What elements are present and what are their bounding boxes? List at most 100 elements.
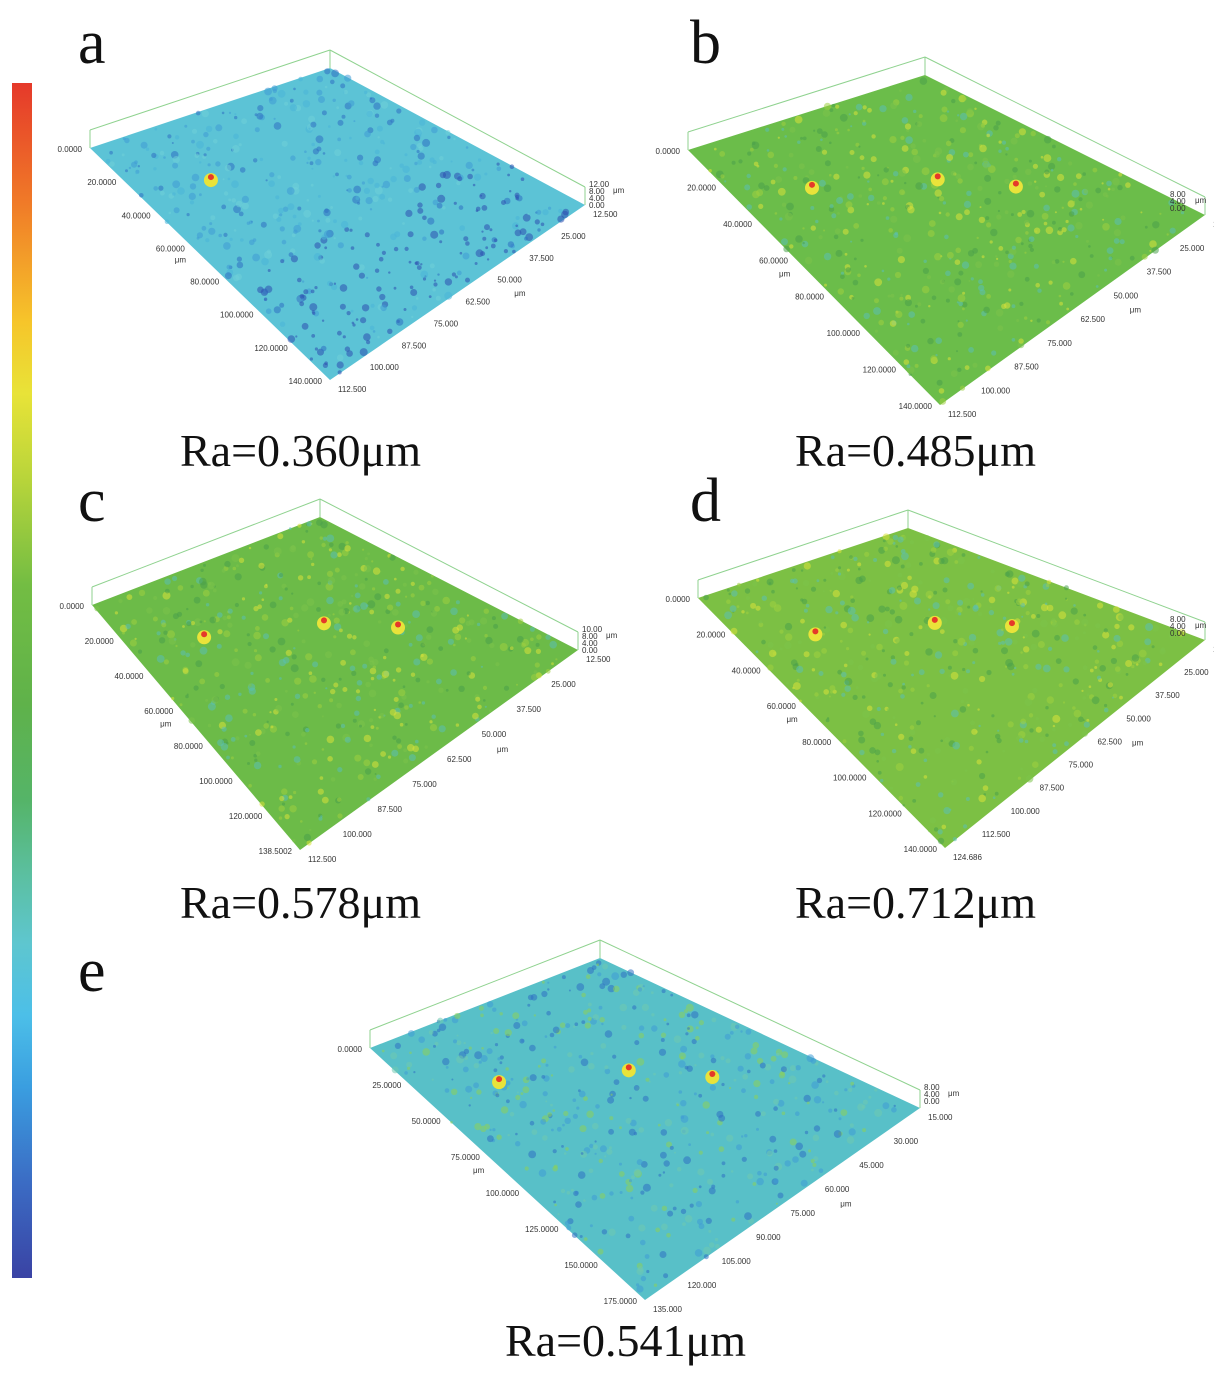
surface-texture bbox=[773, 1165, 779, 1171]
surface-texture bbox=[266, 720, 269, 723]
panel-letter: a bbox=[78, 9, 106, 77]
surface-texture bbox=[773, 1149, 778, 1153]
surface-texture bbox=[962, 667, 966, 672]
surface-texture bbox=[529, 1074, 537, 1082]
surface-texture bbox=[958, 270, 964, 276]
surface-texture bbox=[285, 649, 292, 657]
surface-texture bbox=[874, 278, 883, 287]
surface-texture bbox=[599, 1017, 605, 1023]
surface-texture bbox=[397, 744, 402, 749]
surface-texture bbox=[265, 308, 272, 315]
surface-texture bbox=[515, 1132, 518, 1136]
surface-texture bbox=[509, 164, 515, 169]
surface-texture bbox=[303, 833, 311, 842]
surface-texture bbox=[553, 1200, 556, 1204]
surface-texture bbox=[182, 625, 185, 628]
surface-texture bbox=[241, 118, 248, 125]
surface-texture bbox=[1057, 173, 1065, 182]
surface-texture bbox=[420, 653, 424, 658]
surface-texture bbox=[519, 228, 527, 236]
surface-texture bbox=[557, 215, 565, 223]
surface-texture bbox=[447, 638, 454, 645]
surface-texture bbox=[936, 379, 943, 386]
surface-texture bbox=[1043, 154, 1052, 163]
surface-texture bbox=[414, 128, 422, 137]
surface-texture bbox=[415, 297, 419, 300]
surface-texture bbox=[894, 231, 899, 236]
surface-texture bbox=[810, 225, 816, 231]
surface-texture bbox=[536, 634, 542, 640]
surface-texture bbox=[366, 276, 369, 279]
surface-texture bbox=[577, 1171, 586, 1179]
surface-texture bbox=[483, 608, 489, 614]
surface-texture bbox=[765, 127, 770, 132]
surface-texture bbox=[350, 309, 354, 313]
surface-texture bbox=[1035, 282, 1040, 288]
surface-texture bbox=[840, 274, 845, 280]
surface-texture bbox=[369, 667, 377, 675]
surface-texture bbox=[515, 1094, 521, 1101]
y-tick-label: 100.000 bbox=[981, 386, 1010, 395]
surface-texture bbox=[893, 1104, 896, 1108]
surface-texture bbox=[334, 149, 342, 157]
surface-texture bbox=[193, 596, 201, 604]
y-tick-label: 25.000 bbox=[561, 232, 586, 241]
surface-texture bbox=[962, 307, 965, 311]
surface-texture bbox=[337, 813, 343, 819]
surface-texture bbox=[534, 219, 540, 225]
surface-texture bbox=[168, 211, 172, 215]
surface-texture bbox=[153, 186, 158, 191]
surface-texture bbox=[493, 1028, 500, 1034]
surface-texture bbox=[376, 125, 383, 132]
surface-texture bbox=[995, 120, 1001, 126]
surface-texture bbox=[770, 1055, 777, 1062]
surface-texture bbox=[417, 152, 425, 160]
surface-texture bbox=[355, 689, 361, 694]
surface-texture bbox=[205, 698, 209, 702]
surface-texture bbox=[612, 1054, 617, 1059]
surface-texture bbox=[984, 174, 992, 182]
surface-texture bbox=[1144, 225, 1148, 229]
surface-texture bbox=[428, 295, 432, 298]
surface-texture bbox=[450, 1121, 453, 1124]
surface-texture bbox=[288, 795, 293, 799]
surface-texture bbox=[444, 291, 453, 300]
surface-texture bbox=[781, 1111, 786, 1116]
surface-texture bbox=[580, 1058, 589, 1067]
y-tick-label: 135.000 bbox=[653, 1305, 682, 1314]
surface-texture bbox=[188, 192, 196, 200]
surface-texture bbox=[1016, 319, 1020, 322]
surface-texture bbox=[393, 286, 397, 290]
surface-texture bbox=[527, 1003, 531, 1007]
surface-texture bbox=[476, 1089, 482, 1095]
surface-texture bbox=[430, 610, 438, 617]
surface-texture bbox=[367, 177, 374, 185]
surface-texture bbox=[314, 347, 318, 351]
surface-texture bbox=[456, 1055, 465, 1064]
surface-texture bbox=[847, 193, 854, 200]
surface-texture bbox=[454, 1012, 461, 1020]
surface-texture bbox=[450, 160, 453, 163]
surface-texture bbox=[199, 577, 207, 586]
surface-texture bbox=[959, 112, 968, 121]
y-tick-label: 37.500 bbox=[517, 705, 542, 714]
surface-texture bbox=[586, 1110, 594, 1118]
surface-texture bbox=[788, 152, 794, 158]
surface-texture bbox=[963, 151, 969, 158]
surface-texture bbox=[676, 1103, 680, 1107]
surface-texture bbox=[535, 642, 540, 647]
x-tick-label: 100.0000 bbox=[220, 311, 254, 320]
surface-texture bbox=[422, 277, 427, 281]
surface-texture bbox=[480, 665, 483, 668]
surface-texture bbox=[669, 1145, 674, 1150]
surface-texture bbox=[786, 202, 794, 211]
surface-texture bbox=[752, 190, 760, 199]
surface-texture bbox=[309, 161, 314, 166]
surface-texture bbox=[261, 614, 269, 621]
surface-texture bbox=[1054, 259, 1060, 264]
surface-texture bbox=[278, 207, 284, 214]
surface-texture bbox=[373, 708, 377, 712]
surface-texture bbox=[560, 1188, 566, 1194]
surface-texture bbox=[818, 235, 823, 240]
surface-texture bbox=[310, 558, 313, 560]
